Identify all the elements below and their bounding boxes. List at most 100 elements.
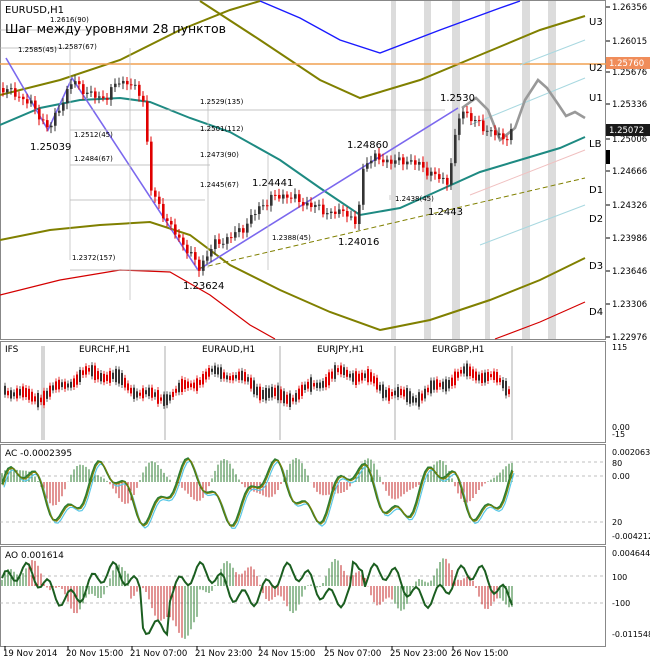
sub-candle-body: [109, 370, 111, 383]
sub-candle-body: [262, 389, 264, 399]
candle-body: [226, 237, 229, 244]
candle-body: [454, 134, 457, 164]
price-axis-label: 1.25336: [612, 100, 647, 110]
sub-candle-body: [292, 397, 294, 402]
sub-candle-body: [10, 390, 12, 399]
sub-candle-body: [490, 374, 492, 378]
sub-candle-body: [136, 391, 138, 398]
sub-candle-body: [193, 382, 195, 389]
sub-candle-body: [322, 381, 324, 388]
sub-candle-body: [40, 397, 42, 403]
sub-chart-label: EURAUD,H1: [202, 345, 255, 355]
sub-candle-body: [127, 383, 129, 391]
candle-body: [78, 81, 81, 85]
candle-body: [506, 139, 509, 141]
time-axis-label: 24 Nov 15:00: [258, 649, 315, 659]
channel-olive-upper: [199, 0, 586, 100]
candle-body: [158, 196, 161, 204]
time-axis-label: 19 Nov 2014: [3, 649, 57, 659]
sub-candle-body: [481, 373, 483, 384]
sub-candle-body: [316, 382, 318, 388]
sub-candle-body: [91, 365, 93, 377]
sub-candle-body: [247, 377, 249, 382]
candle-body: [182, 237, 185, 245]
time-axis-label: 26 Nov 15:00: [451, 649, 508, 659]
sub-candle-body: [241, 370, 243, 381]
sub-candle-body: [286, 394, 288, 404]
sub-candle-body: [478, 374, 480, 381]
candle-body: [162, 203, 165, 219]
ac-panel[interactable]: [0, 444, 606, 545]
candle-body: [234, 232, 237, 238]
sub-candle-body: [373, 376, 375, 384]
candle-body: [258, 206, 261, 215]
ac-axis-label: 0.00: [612, 472, 630, 481]
sub-candle-body: [151, 387, 153, 398]
sub-candle-body: [352, 373, 354, 382]
candle-body: [274, 194, 277, 196]
ifs-label: IFS: [5, 345, 19, 355]
peak-label: 1.2443: [428, 207, 463, 218]
sub-candle-body: [46, 390, 48, 399]
price-axis-label: 1.26356: [612, 3, 647, 13]
sub-candle-body: [502, 379, 504, 389]
ifs-axis-label: -15: [612, 430, 625, 439]
ao-panel[interactable]: [0, 546, 606, 647]
sub-candle-body: [175, 388, 177, 393]
sub-candle-body: [85, 366, 87, 375]
sub-candle-body: [400, 388, 402, 396]
ac-main-line: [1, 457, 513, 527]
candle-body: [286, 194, 289, 198]
candle-body: [198, 259, 201, 271]
sub-candle-body: [103, 373, 105, 383]
sub-candle-body: [202, 373, 204, 385]
candle-body: [346, 211, 349, 217]
sub-candle-body: [211, 368, 213, 372]
candle-body: [502, 133, 505, 140]
candle-body: [478, 119, 481, 121]
sub-candle-body: [16, 388, 18, 399]
candle-body: [110, 87, 113, 100]
candle-body: [206, 256, 209, 261]
candle-body: [382, 159, 385, 163]
trend-faint-2: [469, 77, 586, 126]
candle-body: [222, 243, 225, 245]
sub-candle-body: [259, 386, 261, 401]
sub-candle-body: [76, 374, 78, 385]
ac-axis-label: 80: [612, 459, 622, 468]
sub-candle-body: [472, 369, 474, 378]
candle-body: [470, 113, 473, 122]
candle-body: [322, 204, 325, 215]
sub-candle-body: [280, 389, 282, 401]
candle-body: [310, 202, 313, 208]
candle-body: [118, 83, 121, 85]
candle-body: [210, 249, 213, 257]
forecast-band: [391, 1, 396, 339]
candle-body: [446, 177, 449, 185]
sub-candle-body: [166, 394, 168, 406]
candle-body: [338, 209, 341, 214]
sub-candle-body: [355, 371, 357, 386]
main-chart-panel[interactable]: [0, 0, 606, 340]
candle-body: [106, 98, 109, 100]
sub-candle-body: [163, 394, 165, 406]
sub-candle-body: [199, 379, 201, 385]
sub-candle-body: [235, 375, 237, 379]
fib-label: 1.2501(112): [200, 125, 244, 133]
sub-candle-body: [7, 390, 9, 396]
sub-candle-body: [58, 379, 60, 390]
channel-olive-top: [0, 0, 261, 96]
candle-body: [54, 112, 57, 126]
price-axis-label: 1.23646: [612, 267, 647, 277]
candle-body: [242, 228, 245, 233]
fib-label: 1.2445(67): [200, 181, 239, 189]
sub-candle-body: [487, 372, 489, 381]
sub-candle-body: [172, 391, 174, 397]
channel-olive-lower: [0, 220, 586, 332]
price-marker: [606, 150, 610, 164]
sub-candle-body: [295, 393, 297, 402]
sub-candle-body: [505, 380, 507, 396]
forecast-path: [461, 78, 586, 143]
symbol-label: EURUSD,H1: [5, 5, 64, 16]
